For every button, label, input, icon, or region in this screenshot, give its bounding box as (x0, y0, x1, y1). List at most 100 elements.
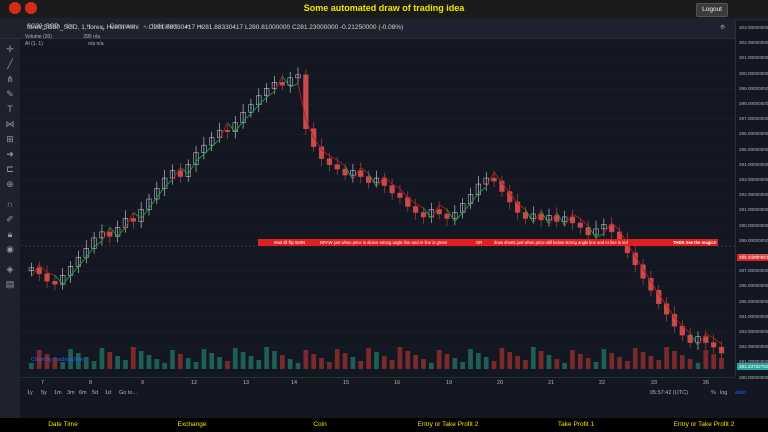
ai-line-segment (493, 171, 503, 183)
volume-bar (570, 350, 575, 369)
ai-line-segment (642, 269, 652, 282)
price-axis[interactable]: 288.34990691 281.23782750 303.00000000 30… (735, 21, 768, 380)
volume-bar (115, 356, 120, 369)
volume-bar (68, 349, 73, 369)
volume-bar (554, 359, 560, 369)
text-icon[interactable]: T (7, 104, 13, 114)
ai-study-label[interactable]: AI (1, 1) (25, 41, 43, 47)
magnet-icon[interactable]: ∩ (6, 199, 14, 209)
ai-line-segment (187, 161, 197, 174)
ai-line-segment (462, 203, 471, 213)
tradingview-watermark[interactable]: Chart by TradingView (31, 357, 84, 363)
auto-toggle[interactable]: auto (735, 390, 746, 396)
layers-icon[interactable]: ◈ (6, 264, 14, 274)
volume-bar (507, 352, 513, 369)
time-tick-label: 16 (394, 380, 401, 386)
volume-bar (421, 359, 426, 369)
candle-body (452, 212, 458, 219)
candle-body (162, 177, 168, 189)
range-1d[interactable]: 1d (105, 390, 112, 396)
price-tick-label: 287.00000000 (739, 268, 768, 274)
price-tick-label: 291.00000000 (739, 207, 768, 213)
legend-symbol[interactable]: forex:SG30_SGD, 1, forex, Heikin Ashi (27, 24, 139, 31)
price-chart[interactable]: forex:SG30_SGD, 1, forex, Heikin Ashi O2… (21, 21, 735, 377)
volume-bar (170, 350, 175, 369)
zoom-icon[interactable]: ⊕ (6, 179, 14, 189)
lock-icon[interactable]: 🔒︎ (7, 229, 13, 239)
candle-body (648, 278, 654, 291)
price-tick-label: 299.00000000 (739, 85, 768, 91)
volume-bar (664, 347, 669, 369)
candlestick-plot (21, 27, 735, 369)
candle-body (554, 215, 560, 222)
logout-button[interactable]: Logout (696, 3, 728, 17)
indicators-button[interactable]: Indicators (152, 24, 179, 30)
ai-line-segment (391, 183, 401, 189)
candle-body (577, 222, 583, 228)
ai-line-segment (321, 149, 330, 156)
range-5d[interactable]: 5d (92, 390, 99, 396)
ai-line-segment (368, 173, 377, 188)
volume-bar (444, 354, 450, 369)
prediction-icon[interactable]: ⊞ (6, 134, 14, 144)
volume-bar (107, 352, 113, 369)
pitchfork-icon[interactable]: ⋔ (6, 74, 14, 84)
ai-line-segment (258, 96, 267, 106)
candle-body (177, 170, 183, 177)
range-3m[interactable]: 3m (67, 390, 75, 396)
candle-body (569, 216, 576, 224)
crosshair-icon[interactable]: ✛ (6, 44, 14, 54)
candle-body (52, 281, 58, 285)
volume-bar (436, 350, 442, 369)
volume-bar (358, 361, 364, 369)
ai-line-segment (46, 271, 56, 276)
log-toggle[interactable]: log (720, 390, 728, 396)
ai-line-segment (180, 167, 189, 174)
eye-icon[interactable]: ◉ (6, 244, 14, 254)
volume-bar (123, 360, 128, 369)
banner-text-2: DRAW just when price is above strong ang… (320, 240, 448, 245)
candle-body (36, 267, 42, 275)
range-1m[interactable]: 1m (54, 390, 62, 396)
ai-line-segment (38, 264, 48, 273)
goto-button[interactable]: Go to... (119, 390, 138, 396)
volume-bar (178, 354, 183, 369)
ruler-icon[interactable]: ⊏ (6, 164, 14, 174)
pattern-icon[interactable]: ⋈ (5, 119, 15, 129)
ai-line-segment (360, 167, 369, 174)
range-6m[interactable]: 6m (79, 390, 87, 396)
volume-bar (232, 348, 238, 369)
volume-study-label[interactable]: Volume (20) (25, 34, 52, 40)
arrow-icon[interactable]: ➜ (6, 149, 14, 159)
brush-icon[interactable]: ✎ (6, 89, 14, 99)
ai-line-segment (274, 76, 283, 92)
ai-line-segment (681, 325, 691, 334)
range-1y[interactable]: 1y (27, 390, 33, 396)
ai-line-segment (329, 155, 338, 161)
trend-line-icon[interactable]: ╱ (7, 59, 13, 69)
candle-body (640, 264, 646, 279)
interval-selector[interactable]: 1m (66, 24, 75, 30)
volume-bar (99, 348, 105, 369)
stay-drawing-icon[interactable]: ✐ (6, 214, 14, 224)
ai-line-segment (564, 213, 573, 227)
candle-body (271, 82, 278, 89)
volume-bar (491, 361, 497, 369)
trash-icon[interactable]: ▤ (5, 279, 15, 289)
price-tick-label: 284.00000000 (739, 313, 768, 319)
ai-line-segment (595, 233, 605, 239)
column-entry-take-profit-2: Entry or Take Profit 2 (417, 421, 479, 428)
volume-bar (656, 360, 662, 369)
compare-button[interactable]: Compare (110, 24, 135, 30)
percent-toggle[interactable]: % (711, 390, 716, 396)
candle-body (585, 227, 591, 236)
candle-body (428, 209, 434, 218)
volume-bar (52, 358, 58, 369)
symbol-selector[interactable]: SG30_SGD (27, 24, 59, 30)
volume-bar (577, 354, 583, 369)
time-axis[interactable]: 7 8 9 12 13 14 15 16 19 20 21 22 23 26 (21, 377, 735, 389)
price-tick-label: 286.00000000 (739, 283, 768, 289)
ai-line-segment (250, 104, 260, 115)
range-5y[interactable]: 5y (41, 390, 47, 396)
ai-line-segment (705, 333, 714, 339)
